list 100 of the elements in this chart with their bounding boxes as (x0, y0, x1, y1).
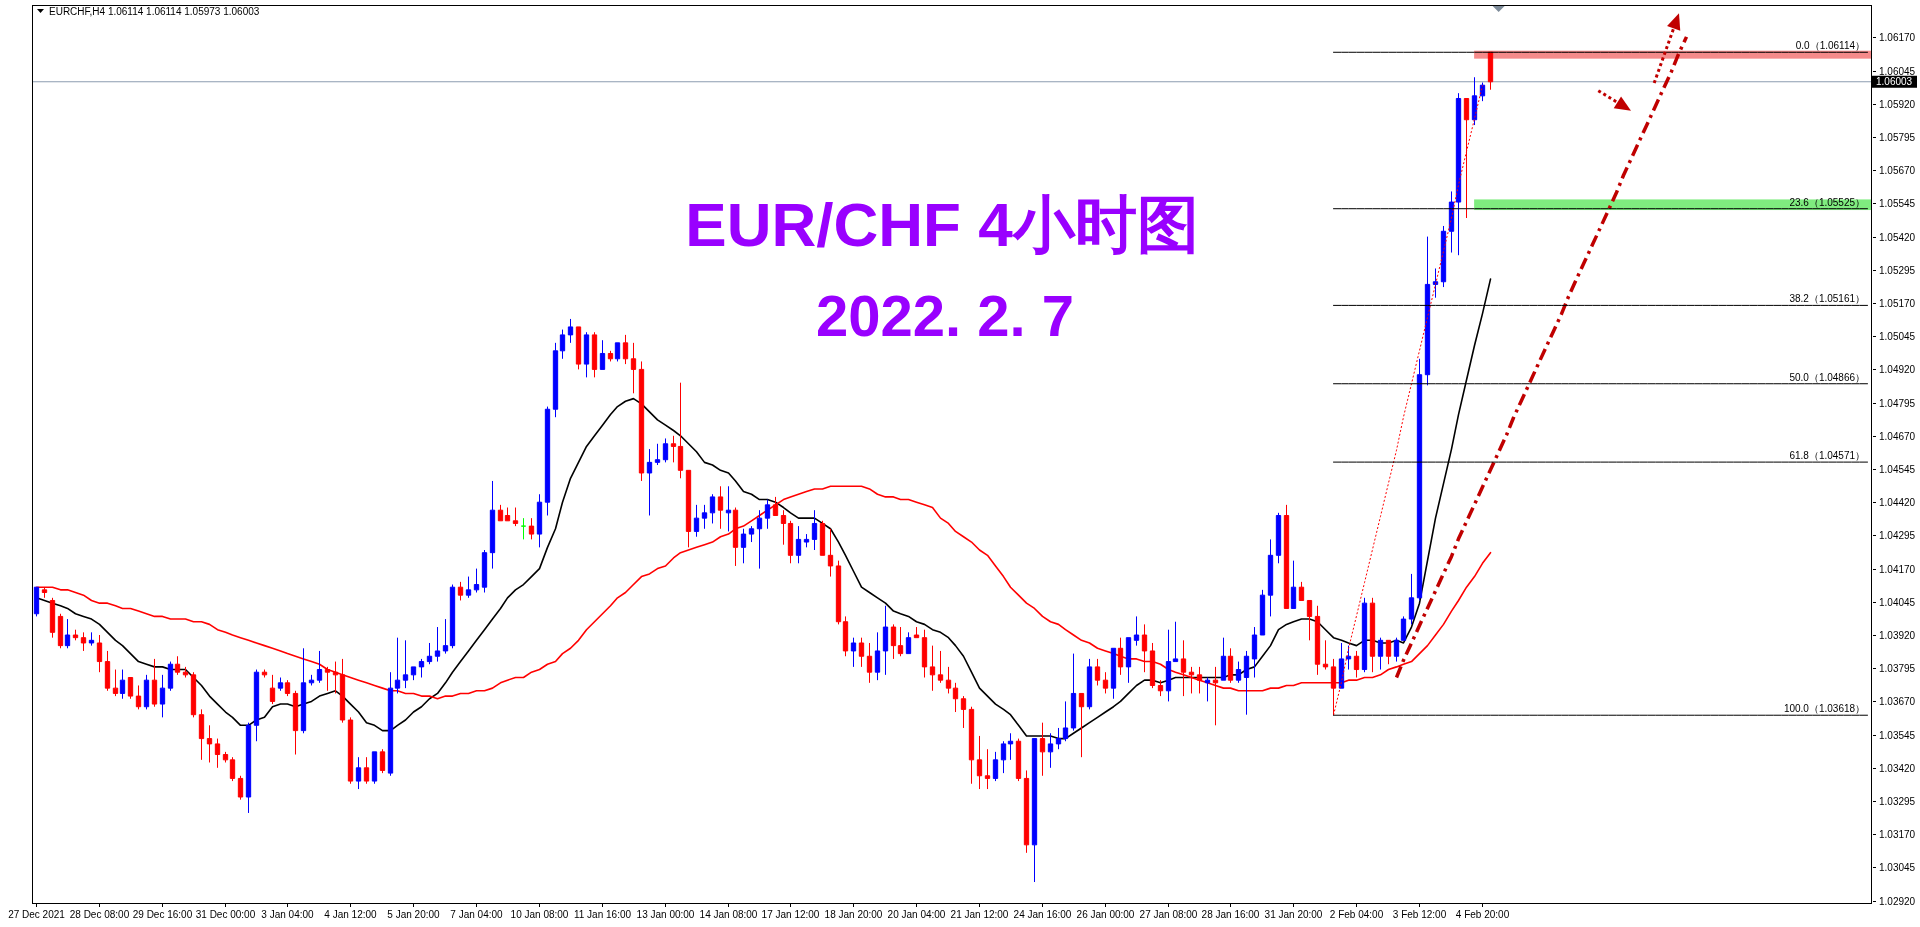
candlestick (379, 748, 386, 774)
candlestick (214, 738, 221, 769)
candlestick (882, 605, 889, 676)
candlestick (638, 360, 645, 482)
candlestick (80, 631, 87, 652)
candlestick (245, 722, 252, 814)
candlestick (112, 669, 119, 697)
y-tick-label: 1.03795 (1879, 663, 1916, 674)
candlestick (387, 671, 394, 777)
candlestick (937, 650, 944, 684)
candlestick (1039, 722, 1046, 777)
candlestick (544, 406, 551, 516)
y-tick-label: 1.05170 (1879, 298, 1916, 309)
candlestick (732, 507, 739, 567)
candlestick (984, 748, 991, 790)
candlestick (1172, 621, 1179, 663)
candlestick (1047, 732, 1054, 769)
candlestick (1133, 615, 1140, 647)
x-tick-label: 27 Jan 08:00 (1139, 909, 1198, 920)
y-tick-label: 1.04795 (1879, 398, 1916, 409)
y-tick-label: 1.05045 (1879, 331, 1916, 342)
candlestick (269, 674, 276, 705)
candlestick (426, 642, 433, 665)
candlestick (945, 666, 952, 694)
candlestick (976, 735, 983, 790)
y-tick-label: 1.04295 (1879, 530, 1916, 541)
candlestick (1102, 671, 1109, 694)
x-tick-label: 31 Jan 20:00 (1264, 909, 1323, 920)
candlestick (1455, 92, 1462, 256)
candlestick (72, 629, 79, 641)
candlestick (992, 751, 999, 782)
x-tick-label: 29 Dec 16:00 (132, 909, 193, 920)
candlestick (49, 597, 56, 639)
y-tick-label: 1.04545 (1879, 464, 1916, 475)
candlestick (835, 560, 842, 625)
candlestick (300, 647, 307, 734)
annotation: EURCHF,H4 1.06114 1.06114 1.05973 1.06003 (49, 6, 260, 17)
candlestick (811, 509, 818, 551)
x-tick-label: 5 Jan 20:00 (387, 909, 441, 920)
candlestick (1220, 637, 1227, 681)
x-tick-label: 7 Jan 04:00 (450, 909, 504, 920)
candlestick (614, 342, 621, 362)
candlestick (1110, 647, 1117, 700)
candlestick (127, 677, 134, 700)
y-tick-label: 1.02920 (1879, 896, 1916, 907)
candlestick (182, 666, 189, 678)
y-tick-label: 1.03545 (1879, 730, 1916, 741)
candlestick (725, 485, 732, 532)
y-tick-label: 1.06170 (1879, 32, 1916, 43)
y-tick-label: 1.04670 (1879, 431, 1916, 442)
candlestick (402, 639, 409, 689)
candlestick (1298, 581, 1305, 601)
candlestick (968, 706, 975, 785)
y-tick-label: 1.03420 (1879, 763, 1916, 774)
text: 2022. 2. 7 (816, 283, 1074, 348)
candlestick (1283, 504, 1290, 609)
candlestick (434, 626, 441, 663)
candlestick (198, 708, 205, 761)
line-series (1394, 35, 1689, 680)
candlestick (64, 618, 71, 649)
candlestick (1290, 560, 1297, 609)
candlestick (316, 650, 323, 684)
candlestick (394, 637, 401, 694)
candlestick (222, 751, 229, 763)
candlestick (1251, 626, 1258, 678)
candlestick (1227, 647, 1234, 684)
x-tick-label: 2 Feb 04:00 (1329, 909, 1384, 920)
candlestick (1416, 358, 1423, 601)
candlestick (1345, 645, 1352, 671)
candlestick (670, 435, 677, 463)
candlestick (88, 631, 95, 647)
candlestick (1369, 597, 1376, 673)
series-label: 23.6（1.05525） (1789, 196, 1866, 208)
candlestick (237, 775, 244, 801)
candlestick (701, 504, 708, 530)
candlestick (1055, 727, 1062, 750)
y-tick-label: 1.04420 (1879, 497, 1916, 508)
candlestick (654, 443, 661, 466)
legend-label: 0.0（1.06114） (1795, 40, 1866, 52)
candlestick (685, 469, 692, 548)
candlestick (858, 637, 865, 668)
candlestick (740, 528, 747, 564)
x-tick-label: 10 Jan 08:00 (510, 909, 569, 920)
candlestick (803, 533, 810, 548)
candlestick (567, 318, 574, 344)
candlestick (174, 655, 181, 676)
candlestick (1408, 573, 1415, 625)
candlestick (1180, 639, 1187, 697)
candlestick (119, 669, 126, 700)
candlestick (1188, 666, 1195, 694)
y-tick-label: 1.04170 (1879, 564, 1916, 575)
text: EUR/CHF 4小时图 (685, 190, 1199, 259)
candlestick (677, 382, 684, 479)
y-tick-label: 1.05295 (1879, 265, 1916, 276)
candlestick (1165, 629, 1172, 702)
candlestick (890, 623, 897, 660)
candlestick (1000, 740, 1007, 774)
candlestick (1196, 666, 1203, 694)
candlestick (1235, 661, 1242, 684)
candlestick (520, 517, 527, 540)
